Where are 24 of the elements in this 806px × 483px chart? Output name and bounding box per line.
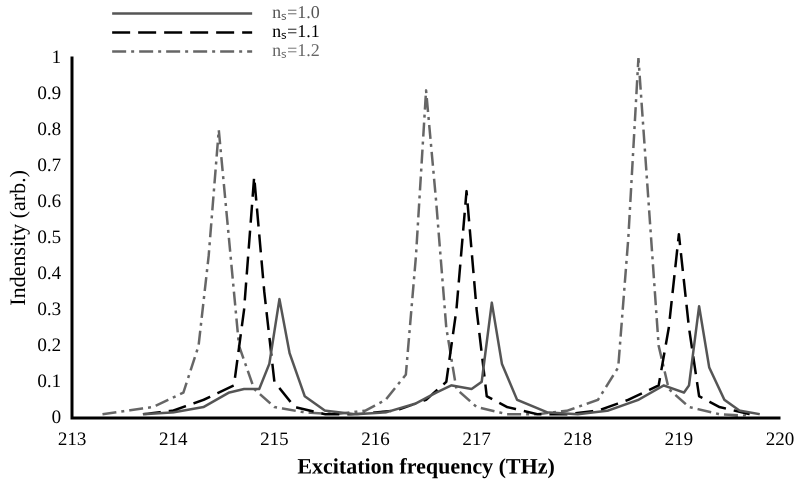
y-tick-label: 1 (52, 46, 62, 68)
y-axis-title: Indensity (arb.) (4, 170, 30, 306)
x-tick-label: 219 (664, 429, 694, 450)
y-tick-label: 0.8 (37, 118, 62, 140)
y-tick-label: 0.5 (37, 226, 62, 248)
y-tick-label: 0.4 (37, 262, 62, 284)
y-tick-label: 0.2 (37, 334, 62, 356)
y-tick-label: 0.6 (37, 190, 62, 212)
x-tick-label: 218 (564, 429, 592, 450)
x-tick-label: 213 (58, 429, 86, 450)
y-tick-label: 0.9 (37, 82, 62, 104)
x-tick-label: 220 (766, 429, 794, 450)
y-tick-label: 0.1 (37, 370, 62, 392)
x-tick-label: 217 (462, 429, 491, 450)
x-tick-label: 216 (361, 429, 390, 450)
y-tick-label: 0 (52, 406, 62, 428)
y-tick-label: 0.7 (37, 154, 62, 176)
text: nₛ=1.0 (272, 2, 320, 22)
text: nₛ=1.2 (272, 40, 320, 60)
x-axis-title: Excitation frequency (THz) (297, 453, 555, 478)
x-tick-label: 214 (159, 429, 188, 450)
text: nₛ=1.1 (272, 21, 320, 42)
y-tick-label: 0.3 (37, 298, 62, 320)
x-tick-label: 215 (260, 429, 289, 450)
